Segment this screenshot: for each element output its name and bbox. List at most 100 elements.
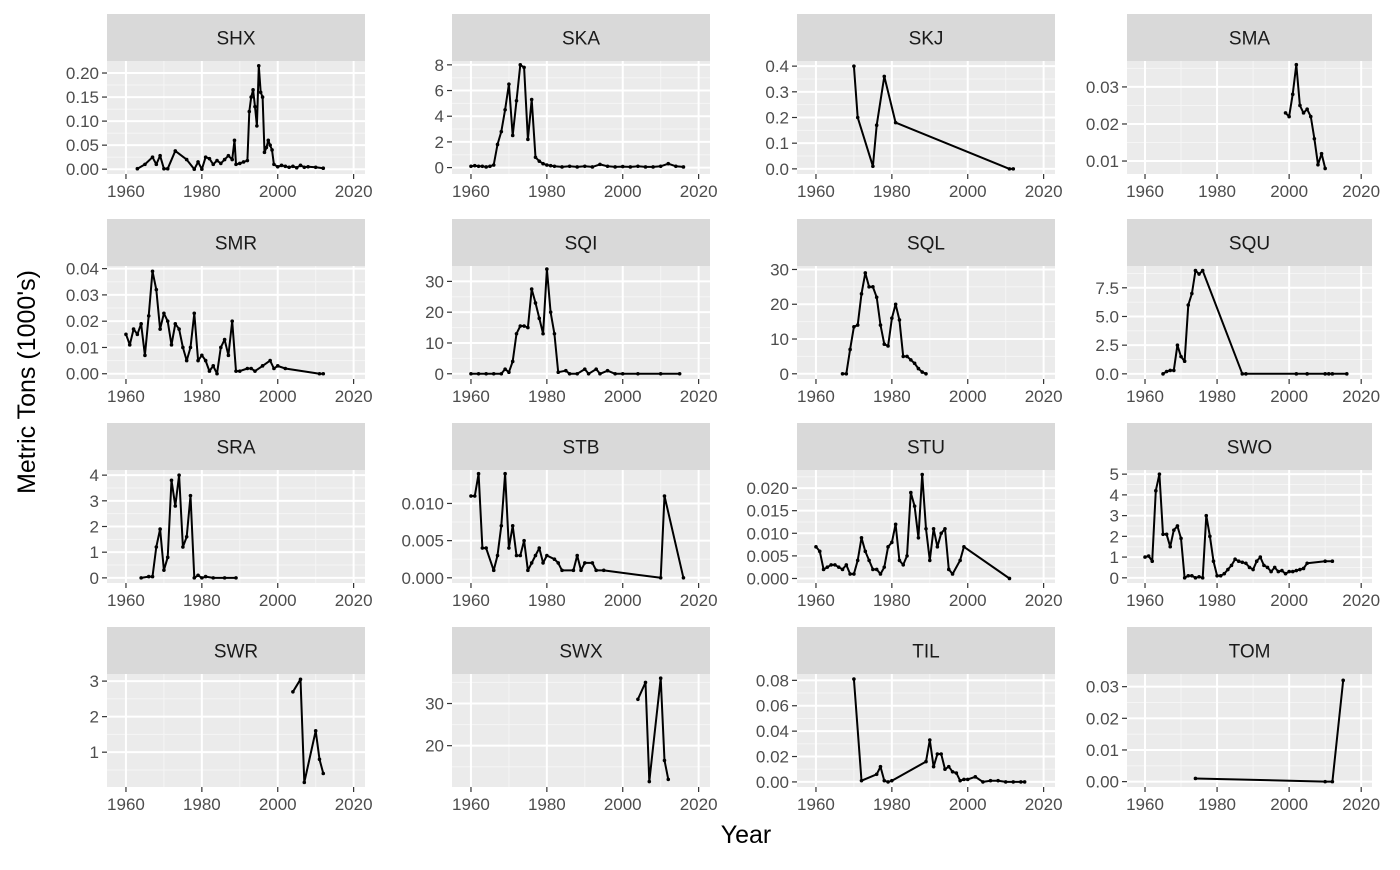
data-point [552, 557, 557, 562]
data-point [537, 316, 542, 321]
data-point [207, 156, 212, 161]
x-tick-label: 1980 [1198, 591, 1236, 610]
y-tick-label: 3 [90, 672, 99, 691]
data-point [294, 165, 299, 170]
x-tick-label: 1980 [528, 387, 566, 406]
data-point [192, 311, 197, 316]
data-point [874, 295, 879, 300]
data-point [232, 138, 237, 143]
data-point [162, 166, 166, 171]
data-point [541, 331, 545, 336]
y-tick-label: 1 [1110, 548, 1119, 567]
data-point [154, 545, 159, 549]
y-tick-label: 0 [780, 365, 789, 384]
data-point [526, 325, 530, 330]
data-point [882, 778, 887, 783]
data-point [1244, 561, 1248, 566]
data-point [1211, 559, 1216, 564]
data-point [1019, 780, 1023, 784]
x-tick-label: 2020 [1025, 387, 1063, 406]
data-point [613, 371, 617, 376]
data-point [924, 526, 928, 531]
data-point [529, 561, 534, 565]
data-point [1204, 513, 1209, 518]
data-point [249, 95, 253, 99]
data-point [537, 159, 542, 163]
data-point [211, 162, 216, 167]
data-point [491, 371, 496, 376]
data-point [135, 332, 140, 337]
data-point [158, 153, 162, 158]
data-point [874, 772, 879, 777]
data-point [662, 494, 667, 498]
y-tick-label: 0 [90, 569, 99, 588]
data-point [154, 287, 159, 292]
data-point [927, 558, 932, 563]
data-point [1215, 573, 1219, 578]
y-tick-label: 0.01 [66, 338, 99, 357]
strip-sma [1127, 14, 1372, 61]
data-point [143, 353, 147, 358]
data-point [488, 164, 492, 169]
data-point [154, 162, 159, 167]
series-line-stu [815, 473, 1011, 580]
x-tick-label: 2020 [335, 387, 373, 406]
data-point [996, 778, 1000, 783]
x-tick-label: 2000 [1270, 591, 1308, 610]
data-point [499, 371, 504, 376]
data-point [924, 759, 928, 764]
y-tick-label: 2 [90, 518, 99, 537]
y-tick-label: 0.01 [1086, 152, 1119, 171]
data-point [245, 158, 250, 163]
data-point [283, 366, 288, 371]
x-tick-label: 1960 [452, 387, 490, 406]
data-point [552, 164, 557, 169]
y-tick-label: 30 [425, 272, 444, 291]
y-tick-label: 7.5 [1095, 279, 1119, 298]
data-point [867, 558, 871, 563]
data-point [215, 158, 219, 163]
data-point [579, 568, 583, 573]
data-point [1323, 372, 1327, 376]
series-line-swr [292, 678, 325, 784]
data-point [1197, 574, 1201, 579]
data-point [1294, 568, 1299, 573]
data-point [590, 165, 595, 169]
data-point [829, 563, 833, 567]
data-point [1168, 368, 1173, 373]
y-tick-label: 0.2 [765, 109, 789, 128]
data-point [514, 553, 519, 558]
data-point [219, 345, 223, 350]
data-point [165, 319, 170, 323]
data-point [207, 369, 212, 373]
y-tick-label: 0.4 [765, 57, 789, 76]
data-point [871, 164, 875, 169]
data-point [1208, 534, 1212, 539]
data-point [882, 342, 887, 347]
data-point [522, 65, 526, 70]
data-point [1007, 576, 1012, 581]
data-point [258, 90, 263, 95]
y-tick-label: 0.01 [1086, 741, 1119, 760]
data-point [298, 163, 303, 168]
data-point [1290, 569, 1295, 574]
panel-background-squ [1127, 266, 1372, 379]
x-tick-label: 1960 [107, 591, 145, 610]
data-point [165, 555, 170, 560]
panel-background-sqi [452, 266, 710, 379]
panel-sqi: SQI 1960 1980 2000 2020 0 10 20 30 [425, 219, 718, 406]
data-point [954, 771, 959, 775]
data-point [203, 155, 208, 159]
x-tick-label: 1960 [107, 387, 145, 406]
data-point [878, 323, 883, 327]
data-point [255, 124, 259, 128]
data-point [1222, 571, 1227, 576]
data-point [510, 359, 515, 364]
data-point [196, 358, 200, 363]
data-point [935, 752, 940, 756]
data-point [298, 677, 303, 682]
data-point [1200, 268, 1205, 273]
data-point [150, 269, 155, 274]
data-point [1280, 568, 1284, 573]
data-point [533, 553, 538, 558]
